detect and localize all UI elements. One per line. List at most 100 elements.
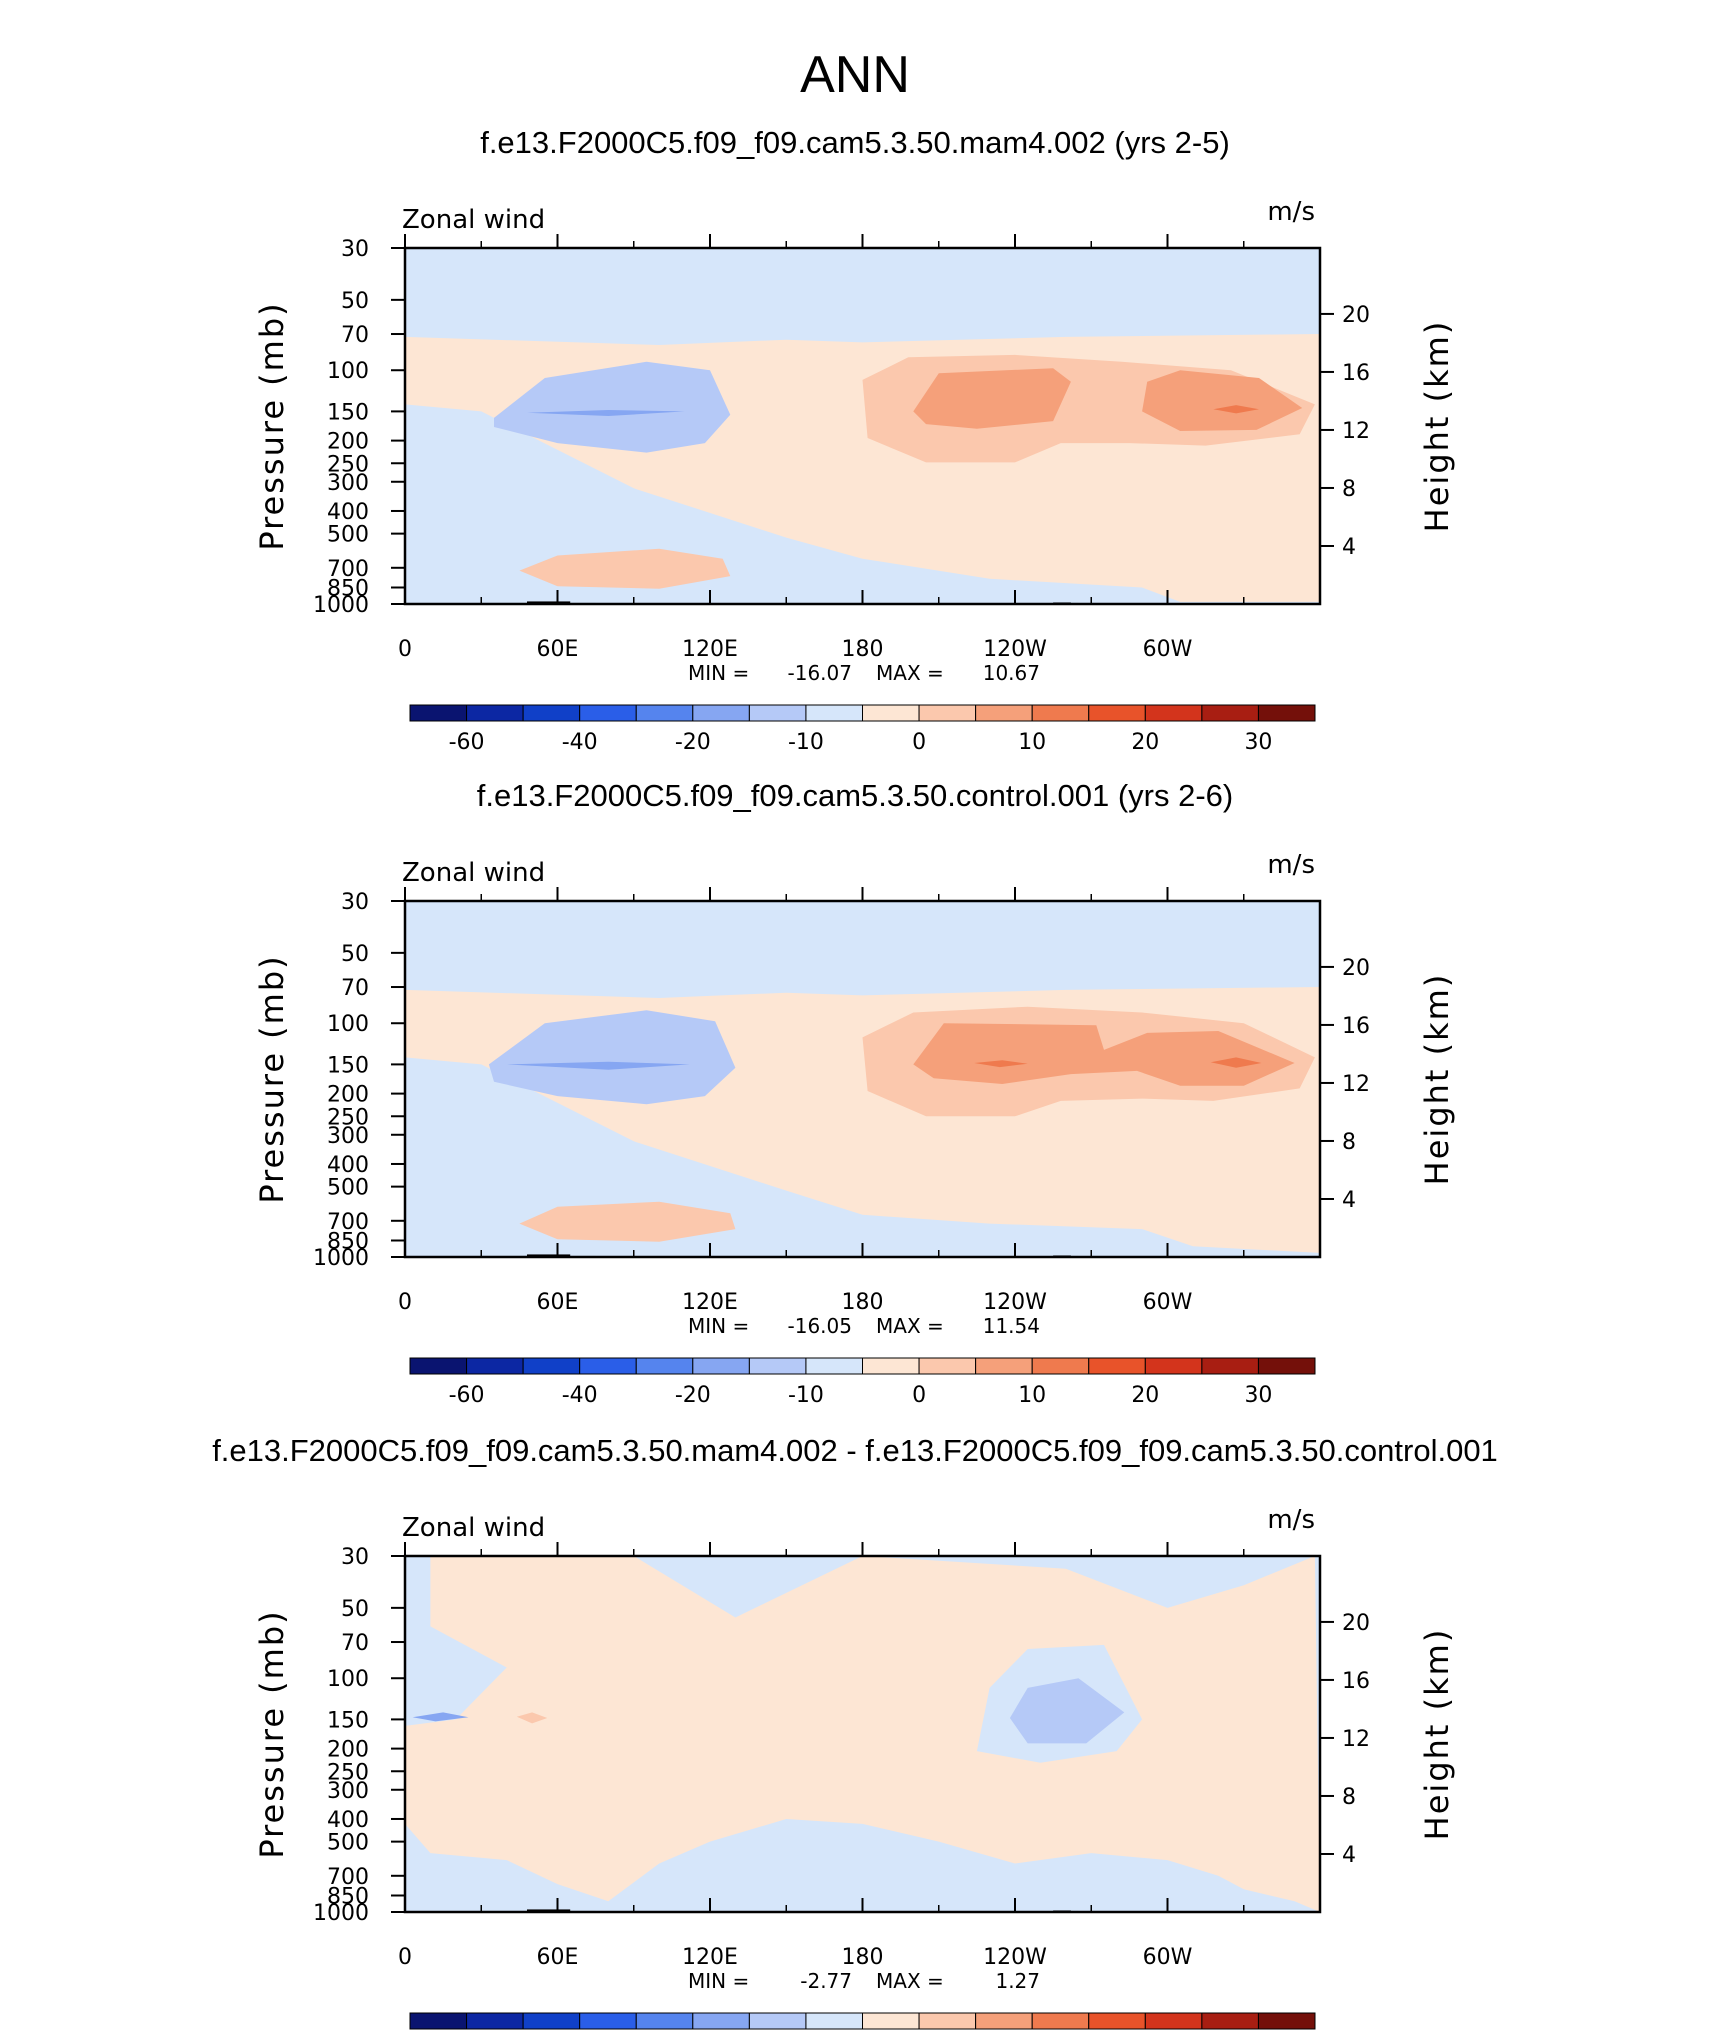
y-left-tick-label: 300 [327, 471, 369, 496]
colorbar-box [1201, 704, 1259, 722]
colorbar-box [1257, 2012, 1316, 2030]
colorbar-box [805, 2012, 863, 2030]
colorbar-box [748, 2012, 807, 2030]
panel-title: f.e13.F2000C5.f09_f09.cam5.3.50.mam4.002… [480, 125, 1230, 160]
panel-title: f.e13.F2000C5.f09_f09.cam5.3.50.mam4.002… [212, 1433, 1498, 1468]
contour-region-7 [974, 1060, 1028, 1068]
colorbar-box [748, 704, 807, 722]
units-label: m/s [1267, 1505, 1315, 1535]
colorbar-box [1088, 1357, 1146, 1375]
y-right-tick-label: 12 [1342, 419, 1370, 444]
contour-region-3 [488, 1010, 736, 1105]
y-left-tick-label: 700 [327, 1865, 369, 1890]
colorbar-box [1257, 704, 1316, 722]
max-label: MAX = [876, 661, 944, 685]
units-label: m/s [1267, 850, 1315, 880]
colorbar: -18-15-12-9-6-3-101369121518 [409, 2012, 1316, 2030]
colorbar-box [1088, 2012, 1146, 2030]
y-left-tick-label: 150 [327, 1053, 369, 1078]
colorbar-label: -10 [788, 1383, 824, 1408]
y-left-tick-label: 400 [327, 500, 369, 525]
terrain-2 [527, 1909, 571, 1912]
x-tick-label: 0 [398, 1945, 412, 1970]
y-left-tick-label: 100 [327, 1012, 369, 1037]
y-left-tick-label: 100 [327, 1667, 369, 1692]
colorbar-box [635, 1357, 694, 1375]
y-left-tick-label: 200 [327, 1738, 369, 1763]
y-left-tick-label: 400 [327, 1808, 369, 1833]
y-left-tick-label: 70 [341, 1631, 369, 1656]
colorbar-box [692, 1357, 750, 1375]
y-left-tick-label: 400 [327, 1153, 369, 1178]
y-left-tick-label: 70 [341, 976, 369, 1001]
contour-region-10 [913, 1241, 1028, 1247]
colorbar-box [805, 704, 863, 722]
y-left-tick-label: 700 [327, 557, 369, 582]
y-right-tick-label: 16 [1342, 1014, 1370, 1039]
contour-region-3 [1009, 1678, 1125, 1744]
colorbar-box [1201, 2012, 1259, 2030]
max-label: MAX = [876, 1969, 944, 1993]
colorbar: -60 -40 -20 -10 0 10 20 30 [409, 704, 1316, 755]
colorbar-box [862, 2012, 920, 2030]
contour-region-4 [506, 1061, 690, 1070]
plot-area [405, 1556, 1320, 1912]
colorbar-label: -10 [788, 730, 824, 755]
x-tick-label: 0 [398, 637, 412, 662]
colorbar-label: 0 [912, 1383, 926, 1408]
colorbar-box [579, 1357, 637, 1375]
y-left-tick-label: 850 [327, 1230, 369, 1255]
x-tick-label: 120E [682, 1945, 738, 1970]
y-left-tick-label: 200 [327, 1083, 369, 1108]
y-left-tick-label: 250 [327, 1760, 369, 1785]
max-value: 10.67 [983, 661, 1040, 685]
contour-region-8 [1210, 1057, 1262, 1068]
y-axis-title-left: Pressure (mb) [253, 954, 291, 1203]
y-left-tick-label: 250 [327, 1105, 369, 1130]
y-right-tick-label: 12 [1342, 1072, 1370, 1097]
panel-1: f.e13.F2000C5.f09_f09.cam5.3.50.mam4.002… [253, 125, 1456, 755]
y-left-tick-label: 700 [327, 1210, 369, 1235]
contour-region-6 [913, 368, 1071, 429]
y-axis-title-right: Height (km) [1418, 1628, 1456, 1841]
contour-region-9 [519, 1201, 736, 1242]
colorbar-box [1088, 704, 1146, 722]
y-left-tick-label: 1000 [313, 1901, 369, 1926]
min-value: -16.07 [788, 661, 852, 685]
colorbar-label: 20 [1131, 730, 1159, 755]
colorbar-box [975, 1357, 1033, 1375]
x-tick-label: 180 [842, 1290, 884, 1315]
x-tick-label: 60W [1143, 637, 1193, 662]
colorbar-box [1201, 1357, 1259, 1375]
colorbar-label: -40 [562, 1383, 598, 1408]
panel-2: f.e13.F2000C5.f09_f09.cam5.3.50.control.… [253, 778, 1456, 1408]
colorbar-box [975, 704, 1033, 722]
colorbar-label: 0 [912, 730, 926, 755]
x-tick-label: 60E [537, 637, 579, 662]
colorbar-box [635, 704, 694, 722]
min-label: MIN = [688, 661, 749, 685]
y-left-tick-label: 200 [327, 430, 369, 455]
y-right-tick-label: 20 [1342, 303, 1370, 328]
colorbar-box [918, 704, 977, 722]
colorbar-box [466, 1357, 524, 1375]
x-tick-label: 180 [842, 637, 884, 662]
y-left-tick-label: 850 [327, 1885, 369, 1910]
y-left-tick-label: 70 [341, 323, 369, 348]
y-axis-title-right: Height (km) [1418, 320, 1456, 533]
contour-region-7 [1142, 370, 1303, 431]
field-label: Zonal wind [402, 1513, 545, 1543]
panel-3: f.e13.F2000C5.f09_f09.cam5.3.50.mam4.002… [212, 1433, 1498, 2030]
y-axis-title-right: Height (km) [1418, 973, 1456, 1186]
contour-region-3 [494, 361, 731, 453]
colorbar-box [1031, 2012, 1090, 2030]
y-right-tick-label: 4 [1342, 1843, 1356, 1868]
contour-region-4 [527, 410, 685, 416]
y-left-tick-label: 300 [327, 1779, 369, 1804]
colorbar-box [692, 2012, 750, 2030]
colorbar-box [1144, 704, 1203, 722]
contour-region-4 [412, 1712, 469, 1722]
y-left-tick-label: 50 [341, 289, 369, 314]
y-right-tick-label: 8 [1342, 1785, 1356, 1810]
y-axis-title-left: Pressure (mb) [253, 1609, 291, 1858]
